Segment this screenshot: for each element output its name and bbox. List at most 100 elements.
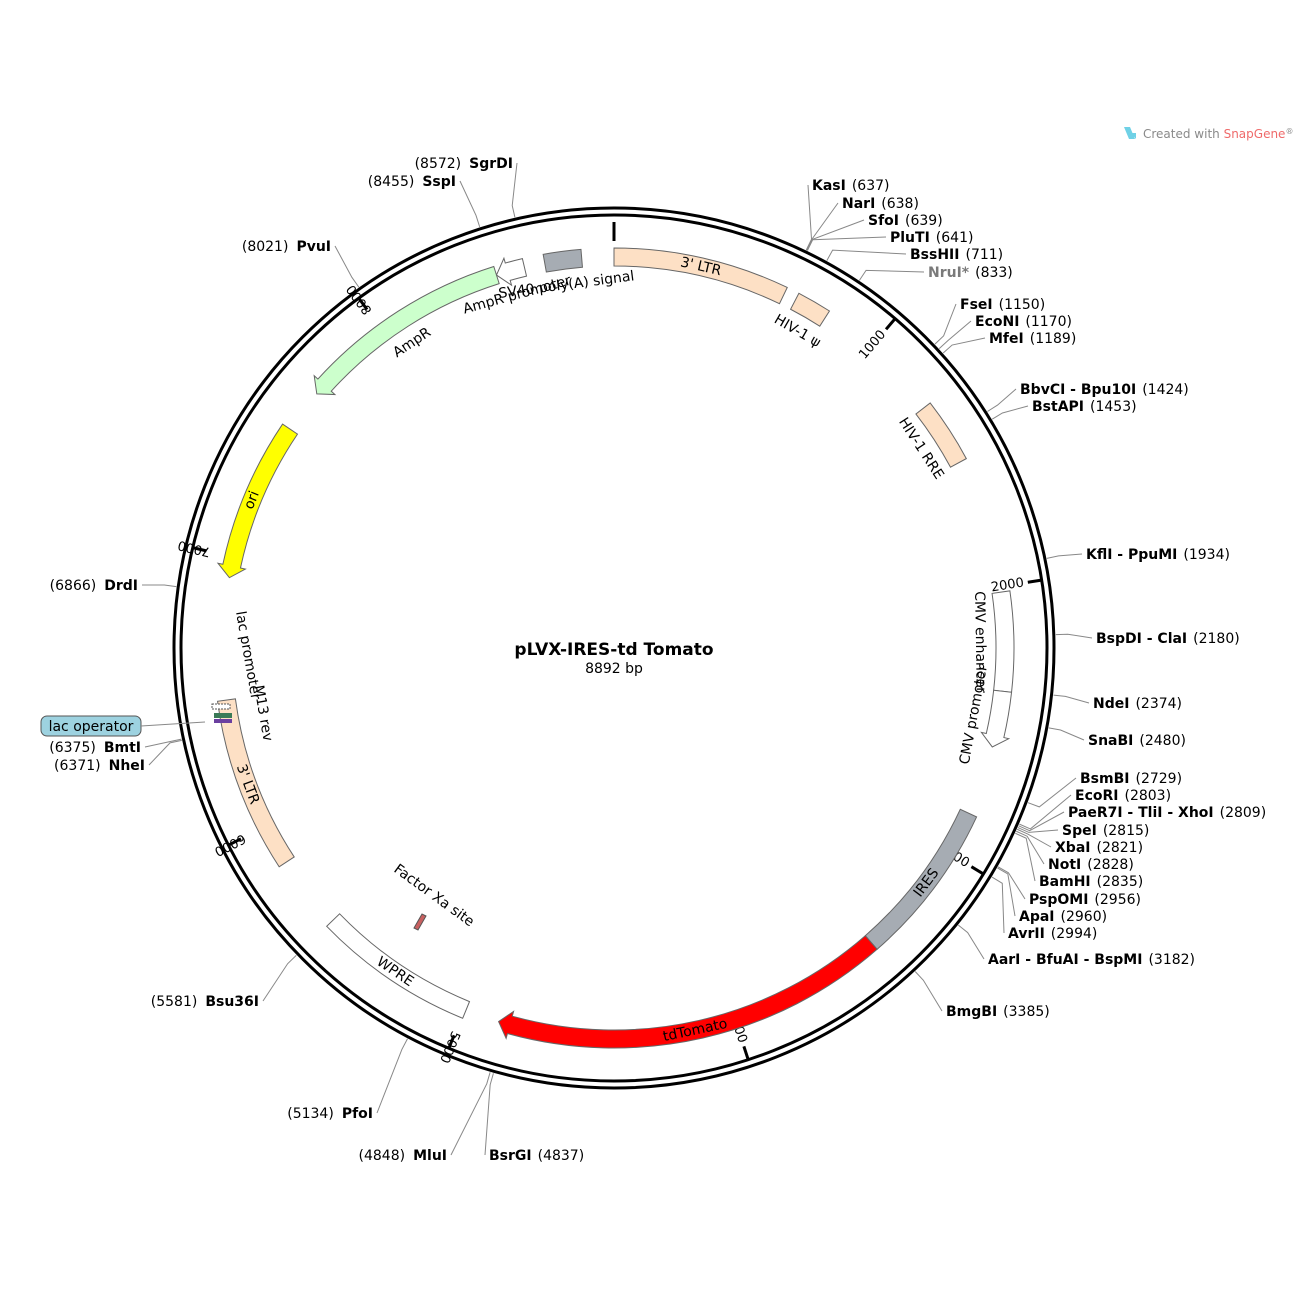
feature-wpre-7 bbox=[325, 913, 471, 1019]
site-name: AarI - BfuAI - BspMI bbox=[988, 952, 1142, 968]
factor-xa-mark bbox=[413, 913, 427, 931]
site-position: (6371) bbox=[54, 758, 101, 774]
site-leader-spei bbox=[1017, 827, 1059, 833]
site-sgrdi: (8572) SgrDI bbox=[415, 156, 513, 172]
site-pspomi: PspOMI (2956) bbox=[1029, 892, 1141, 908]
site-name: BsrGI bbox=[489, 1148, 532, 1164]
site-name: KasI bbox=[812, 178, 846, 194]
site-bsu36i: (5581) Bsu36I bbox=[151, 994, 259, 1010]
site-name: DrdI bbox=[104, 578, 138, 594]
tick-5000 bbox=[447, 1034, 456, 1048]
site-name: AvrII bbox=[1008, 926, 1045, 942]
site-sfoi: SfoI (639) bbox=[868, 213, 943, 229]
site-position: (639) bbox=[905, 213, 943, 229]
site-name: BmgBI bbox=[946, 1004, 997, 1020]
site-position: (1150) bbox=[999, 297, 1046, 313]
feature-label-cmv-enhancer-3: CMV enhancer bbox=[971, 591, 989, 693]
site-name: ApaI bbox=[1019, 909, 1055, 925]
site-kfli-ppumi: KflI - PpuMI (1934) bbox=[1086, 547, 1230, 563]
site-position: (2835) bbox=[1097, 874, 1144, 890]
backbone-outer-ring bbox=[172, 206, 1056, 1090]
site-leader-mfei bbox=[942, 337, 986, 354]
site-name: PspOMI bbox=[1029, 892, 1088, 908]
site-position: (2809) bbox=[1220, 805, 1267, 821]
site-paer7i-tlii-xhoi: PaeR7I - TliI - XhoI (2809) bbox=[1068, 805, 1266, 821]
site-pluti: PluTI (641) bbox=[890, 230, 973, 246]
tick-4000 bbox=[742, 1045, 750, 1060]
site-name: PvuI bbox=[296, 239, 331, 255]
site-position: (3182) bbox=[1148, 952, 1195, 968]
site-bmgbi: BmgBI (3385) bbox=[946, 1004, 1050, 1020]
tick-7000 bbox=[193, 546, 207, 553]
tick-label-7000: 7000 bbox=[176, 537, 212, 559]
site-nrui: NruI* (833) bbox=[928, 265, 1013, 281]
site-ndei: NdeI (2374) bbox=[1093, 696, 1182, 712]
feature-ampr-10 bbox=[313, 265, 500, 396]
site-leader-fsei bbox=[934, 303, 957, 345]
site-leader-mlui bbox=[450, 1072, 491, 1156]
plasmid-length: 8892 bp bbox=[585, 661, 643, 677]
site-bspdi-clai: BspDI - ClaI (2180) bbox=[1096, 631, 1240, 647]
site-name: Bsu36I bbox=[205, 994, 259, 1010]
snapgene-logo-icon bbox=[1124, 127, 1136, 139]
site-leader-kasi bbox=[805, 184, 813, 251]
feature-label-cmv-promoter-4: CMV promoter bbox=[957, 663, 991, 765]
site-position: (2729) bbox=[1135, 771, 1182, 787]
backbone-inner-ring bbox=[179, 213, 1049, 1083]
feature-sv40-poly-a-signal-12 bbox=[542, 248, 583, 273]
site-leader-sspi bbox=[459, 180, 481, 228]
site-position: (2960) bbox=[1061, 909, 1108, 925]
factor-xa-label: Factor Xa site bbox=[391, 861, 477, 930]
site-name: NarI bbox=[842, 196, 875, 212]
site-bmti: (6375) BmtI bbox=[49, 740, 141, 756]
site-name: BstAPI bbox=[1032, 399, 1084, 415]
site-name: SnaBI bbox=[1088, 733, 1133, 749]
site-position: (2956) bbox=[1094, 892, 1141, 908]
site-name: PaeR7I - TliI - XhoI bbox=[1068, 805, 1214, 821]
site-position: (1934) bbox=[1183, 547, 1230, 563]
site-name: MluI bbox=[413, 1148, 447, 1164]
site-position: (1424) bbox=[1142, 382, 1189, 398]
site-name: XbaI bbox=[1055, 840, 1090, 856]
site-position: (3385) bbox=[1003, 1004, 1050, 1020]
site-leader-bsmbi bbox=[1027, 777, 1077, 808]
site-leader-snabi bbox=[1048, 727, 1085, 741]
factor-xa-feature: Factor Xa site bbox=[391, 861, 477, 931]
site-name: SgrDI bbox=[469, 156, 513, 172]
site-fsei: FseI (1150) bbox=[960, 297, 1045, 313]
site-name: BspDI - ClaI bbox=[1096, 631, 1187, 647]
watermark-prefix: Created with bbox=[1143, 127, 1224, 141]
feature-ampr-promoter-11 bbox=[495, 256, 528, 287]
feature-cmv-promoter-4 bbox=[980, 689, 1013, 748]
site-name: BssHII bbox=[910, 247, 959, 263]
site-name: PluTI bbox=[890, 230, 930, 246]
lac-region-features: M13 rev lac promoter bbox=[211, 610, 276, 743]
site-pfoi: (5134) PfoI bbox=[287, 1106, 373, 1122]
tick-2000 bbox=[1027, 578, 1041, 584]
site-position: (2994) bbox=[1051, 926, 1098, 942]
site-noti: NotI (2828) bbox=[1048, 857, 1134, 873]
tick-label-1000: 1000 bbox=[856, 327, 889, 362]
lac-operator-mark bbox=[214, 719, 232, 723]
feature-label-tdtomato-6: tdTomato bbox=[662, 1016, 729, 1045]
site-snabi: SnaBI (2480) bbox=[1088, 733, 1186, 749]
site-position: (2180) bbox=[1193, 631, 1240, 647]
tick-8000 bbox=[358, 298, 369, 311]
site-leader-paer7i-tlii-xhoi bbox=[1018, 811, 1065, 832]
site-leader-sgrdi bbox=[511, 162, 518, 218]
restriction-sites: KasI (637) NarI (638)SfoI (639)PluTI (641)Bss… bbox=[49, 156, 1266, 1164]
lac-promoter-label: lac promoter bbox=[232, 610, 263, 701]
site-leader-aari-bfuai-bspmi bbox=[958, 924, 985, 960]
watermark-brand: SnapGene bbox=[1224, 127, 1286, 141]
site-bstapi: BstAPI (1453) bbox=[1032, 399, 1137, 415]
site-name: PfoI bbox=[342, 1106, 373, 1122]
site-bsshii: BssHII (711) bbox=[910, 247, 1003, 263]
site-sspi: (8455) SspI bbox=[368, 174, 456, 190]
site-leader-sfoi bbox=[806, 219, 865, 251]
site-position: (638) bbox=[881, 196, 919, 212]
lac-operator-leader bbox=[140, 721, 206, 727]
feature-hiv-1-1 bbox=[789, 292, 831, 327]
site-leader-nrui bbox=[858, 269, 925, 281]
feature-3-ltr-8 bbox=[216, 698, 295, 868]
